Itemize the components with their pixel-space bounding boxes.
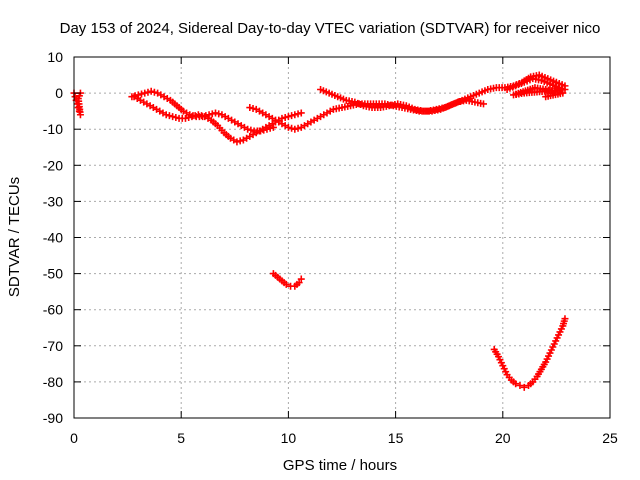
data-point [194, 111, 202, 119]
x-axis-title: GPS time / hours [283, 457, 397, 474]
data-point [282, 280, 290, 288]
data-point [165, 112, 173, 120]
data-point [291, 125, 299, 133]
data-point [542, 93, 550, 101]
y-tick-label: -80 [43, 374, 63, 390]
data-point [141, 89, 149, 97]
data-point [520, 383, 528, 391]
data-point [198, 112, 206, 120]
data-point [169, 113, 177, 121]
x-tick-label: 15 [388, 430, 404, 446]
data-point [134, 91, 142, 99]
data-point [144, 88, 152, 96]
y-tick-label: -60 [43, 302, 63, 318]
data-point [191, 112, 199, 120]
y-tick-label: -40 [43, 230, 63, 246]
data-point [281, 113, 289, 121]
data-point [269, 123, 277, 131]
y-tick-label: -10 [43, 121, 63, 137]
x-tick-label: 10 [281, 430, 297, 446]
data-point [246, 104, 254, 112]
data-point [162, 111, 170, 119]
data-point [297, 109, 305, 117]
data-point [288, 124, 296, 132]
series-dip-near-21h [490, 315, 569, 391]
series-track-d [317, 85, 488, 115]
data-point [512, 380, 520, 388]
data-point [295, 279, 303, 287]
data-point [188, 113, 196, 121]
data-point [284, 113, 292, 121]
data-point [244, 125, 252, 133]
data-point [288, 112, 296, 120]
data-point [236, 137, 244, 145]
chart-title: Day 153 of 2024, Sidereal Day-to-day VTE… [60, 20, 601, 37]
data-point [297, 275, 305, 283]
data-point [480, 100, 488, 108]
x-tick-label: 20 [495, 430, 511, 446]
data-point [172, 113, 180, 121]
x-tick-label: 0 [70, 430, 78, 446]
x-tick-label: 5 [177, 430, 185, 446]
axis-ticks: 10 0 -10 -20 -30 -40 -50 -60 -70 -80 -90 0 5 10 15 20 25 [43, 49, 618, 446]
data-point [147, 87, 155, 95]
data-point [181, 114, 189, 122]
data-point [185, 113, 193, 121]
grid-lines [74, 57, 610, 418]
data-points [70, 71, 569, 391]
data-point [249, 104, 257, 112]
y-axis-title: SDTVAR / TECUs [6, 177, 23, 297]
data-point [291, 111, 299, 119]
data-point [284, 123, 292, 131]
data-point [247, 126, 255, 134]
data-point [294, 110, 302, 118]
data-point [205, 111, 213, 119]
data-point [138, 90, 146, 98]
data-point [516, 382, 524, 390]
data-point [294, 124, 302, 132]
data-point [215, 110, 223, 118]
data-point [150, 88, 158, 96]
y-tick-label: 10 [47, 49, 63, 65]
series-dip-near-10h [269, 270, 305, 290]
y-tick-label: -20 [43, 157, 63, 173]
y-tick-label: -50 [43, 266, 63, 282]
y-tick-label: -30 [43, 193, 63, 209]
data-point [208, 110, 216, 118]
y-tick-label: 0 [55, 85, 63, 101]
y-tick-label: -70 [43, 338, 63, 354]
data-point [212, 109, 220, 117]
data-point [233, 138, 241, 146]
x-tick-label: 25 [602, 430, 618, 446]
data-point [561, 315, 569, 323]
y-tick-label: -90 [43, 410, 63, 426]
series-track-e [503, 75, 569, 101]
series-track-b [130, 93, 305, 146]
